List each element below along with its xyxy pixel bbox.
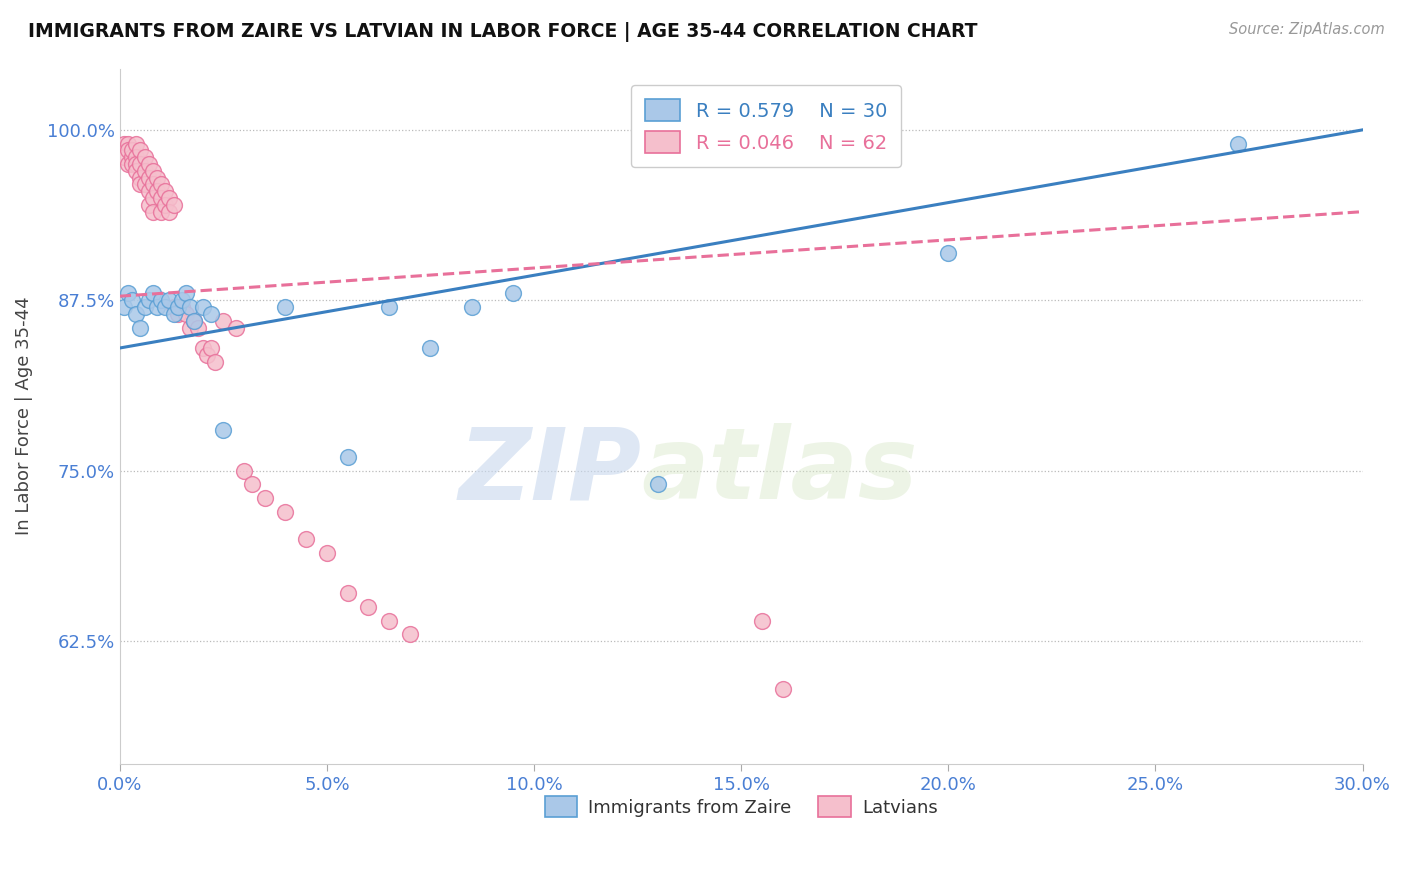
Point	[159, 191, 181, 205]
Point	[134, 163, 156, 178]
Point	[134, 300, 156, 314]
Point	[357, 600, 380, 615]
Point	[159, 204, 181, 219]
Point	[204, 354, 226, 368]
Point	[125, 157, 148, 171]
Point	[174, 286, 197, 301]
Point	[112, 150, 135, 164]
Point	[212, 314, 235, 328]
Point	[233, 464, 256, 478]
Point	[121, 157, 143, 171]
Point	[195, 348, 218, 362]
Point	[274, 505, 297, 519]
Point	[125, 150, 148, 164]
Point	[502, 286, 524, 301]
Point	[129, 157, 152, 171]
Point	[191, 300, 214, 314]
Point	[274, 300, 297, 314]
Point	[121, 293, 143, 308]
Point	[1227, 136, 1250, 151]
Point	[187, 320, 209, 334]
Point	[121, 144, 143, 158]
Point	[117, 286, 139, 301]
Point	[295, 532, 318, 546]
Point	[150, 204, 173, 219]
Point	[419, 341, 441, 355]
Point	[378, 614, 401, 628]
Text: Source: ZipAtlas.com: Source: ZipAtlas.com	[1229, 22, 1385, 37]
Point	[117, 144, 139, 158]
Point	[162, 198, 184, 212]
Y-axis label: In Labor Force | Age 35-44: In Labor Force | Age 35-44	[15, 297, 32, 535]
Point	[225, 320, 247, 334]
Point	[200, 341, 222, 355]
Point	[336, 450, 359, 464]
Point	[162, 307, 184, 321]
Point	[174, 307, 197, 321]
Legend: Immigrants from Zaire, Latvians: Immigrants from Zaire, Latvians	[537, 789, 945, 824]
Point	[751, 614, 773, 628]
Point	[150, 191, 173, 205]
Point	[129, 178, 152, 192]
Point	[146, 184, 169, 198]
Point	[170, 300, 193, 314]
Point	[150, 293, 173, 308]
Point	[166, 300, 188, 314]
Point	[142, 178, 165, 192]
Point	[155, 184, 177, 198]
Point	[142, 286, 165, 301]
Text: atlas: atlas	[641, 424, 918, 520]
Point	[772, 681, 794, 696]
Point	[138, 170, 160, 185]
Point	[138, 184, 160, 198]
Point	[155, 198, 177, 212]
Point	[461, 300, 484, 314]
Point	[191, 341, 214, 355]
Point	[315, 545, 337, 559]
Point	[170, 293, 193, 308]
Point	[253, 491, 276, 505]
Point	[125, 136, 148, 151]
Text: ZIP: ZIP	[458, 424, 641, 520]
Point	[146, 170, 169, 185]
Text: IMMIGRANTS FROM ZAIRE VS LATVIAN IN LABOR FORCE | AGE 35-44 CORRELATION CHART: IMMIGRANTS FROM ZAIRE VS LATVIAN IN LABO…	[28, 22, 977, 42]
Point	[647, 477, 669, 491]
Point	[134, 150, 156, 164]
Point	[117, 136, 139, 151]
Point	[112, 300, 135, 314]
Point	[121, 150, 143, 164]
Point	[142, 204, 165, 219]
Point	[150, 178, 173, 192]
Point	[166, 307, 188, 321]
Point	[134, 178, 156, 192]
Point	[240, 477, 263, 491]
Point	[183, 314, 205, 328]
Point	[112, 136, 135, 151]
Point	[936, 245, 959, 260]
Point	[129, 170, 152, 185]
Point	[212, 423, 235, 437]
Point	[125, 163, 148, 178]
Point	[200, 307, 222, 321]
Point	[129, 320, 152, 334]
Point	[336, 586, 359, 600]
Point	[146, 300, 169, 314]
Point	[179, 300, 201, 314]
Point	[138, 198, 160, 212]
Point	[398, 627, 420, 641]
Point	[138, 293, 160, 308]
Point	[162, 300, 184, 314]
Point	[155, 300, 177, 314]
Point	[138, 157, 160, 171]
Point	[183, 314, 205, 328]
Point	[179, 320, 201, 334]
Point	[378, 300, 401, 314]
Point	[142, 191, 165, 205]
Point	[117, 157, 139, 171]
Point	[125, 307, 148, 321]
Point	[129, 144, 152, 158]
Point	[159, 293, 181, 308]
Point	[142, 163, 165, 178]
